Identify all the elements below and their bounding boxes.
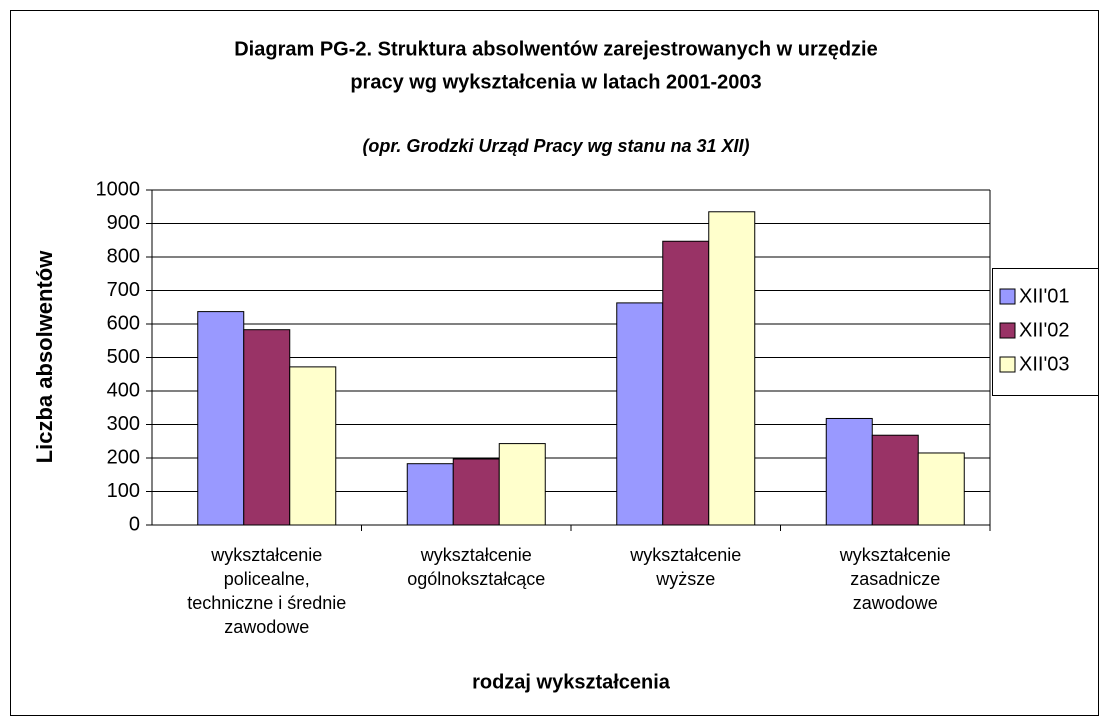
bar bbox=[662, 240, 710, 526]
x-tick-label: wykształcenie bbox=[420, 545, 532, 565]
x-tick-label: techniczne i średnie bbox=[187, 593, 346, 613]
y-tick-label: 300 bbox=[107, 413, 140, 435]
x-tick-label: zawodowe bbox=[853, 593, 938, 613]
bar bbox=[825, 417, 873, 526]
x-tick-label: wykształcenie bbox=[839, 545, 951, 565]
bar bbox=[406, 463, 454, 526]
y-tick-label: 800 bbox=[107, 245, 140, 267]
x-tick-label: ogólnokształcące bbox=[407, 569, 545, 589]
x-axis-label: rodzaj wykształcenia bbox=[472, 671, 671, 693]
y-tick-label: 100 bbox=[107, 480, 140, 502]
bar bbox=[452, 458, 500, 526]
y-tick-label: 900 bbox=[107, 212, 140, 234]
y-tick-label: 1000 bbox=[96, 178, 141, 200]
bar bbox=[708, 211, 756, 526]
bar bbox=[197, 311, 245, 526]
legend-swatch bbox=[999, 356, 1016, 373]
y-axis-label: Liczba absolwentów bbox=[32, 250, 57, 464]
x-tick-label: zawodowe bbox=[224, 617, 309, 637]
x-tick-label: wykształcenie bbox=[210, 545, 322, 565]
chart-title: Diagram PG-2. Struktura absolwentów zare… bbox=[234, 38, 878, 60]
bar bbox=[616, 302, 664, 526]
y-tick-label: 200 bbox=[107, 446, 140, 468]
x-tick-label: wyższe bbox=[655, 569, 715, 589]
legend-swatch bbox=[999, 288, 1016, 305]
chart-subtitle: (opr. Grodzki Urząd Pracy wg stanu na 31… bbox=[362, 136, 749, 156]
y-tick-label: 400 bbox=[107, 379, 140, 401]
y-tick-label: 600 bbox=[107, 312, 140, 334]
legend-label: XII'02 bbox=[1019, 319, 1070, 341]
x-tick-label: wykształcenie bbox=[629, 545, 741, 565]
bar bbox=[917, 452, 965, 526]
bar bbox=[498, 443, 546, 526]
bar bbox=[871, 434, 919, 526]
bar bbox=[243, 329, 291, 526]
legend-label: XII'01 bbox=[1019, 285, 1070, 307]
x-tick-label: zasadnicze bbox=[850, 569, 940, 589]
chart-title: pracy wg wykształcenia w latach 2001-200… bbox=[350, 71, 761, 93]
legend-swatch bbox=[999, 322, 1016, 339]
x-tick-label: policealne, bbox=[224, 569, 310, 589]
y-tick-label: 0 bbox=[129, 513, 140, 535]
legend-label: XII'03 bbox=[1019, 353, 1070, 375]
bar bbox=[289, 366, 337, 526]
y-tick-label: 700 bbox=[107, 279, 140, 301]
y-tick-label: 500 bbox=[107, 346, 140, 368]
